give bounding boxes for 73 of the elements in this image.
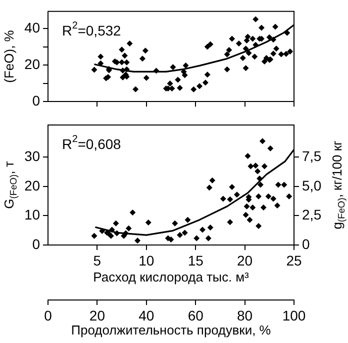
y-axis-title: (FeO), % (2, 30, 17, 83)
x2-tick-label: 0 (44, 307, 52, 324)
x2-tick-label: 60 (188, 307, 204, 324)
x-tick-label: 20 (237, 252, 253, 268)
point (246, 216, 253, 223)
y-tick-label: 10 (24, 206, 40, 223)
point (248, 163, 254, 170)
x-tick-label: 10 (138, 252, 154, 268)
point (256, 222, 262, 229)
point (256, 193, 262, 200)
y-tick-label: 40 (24, 20, 40, 36)
y2-tick-label: 7,5 (302, 148, 322, 164)
point (286, 193, 292, 200)
point (209, 177, 216, 184)
point (244, 153, 251, 160)
point (260, 138, 266, 144)
x-tick-label: 5 (93, 252, 102, 268)
y2-tick-label: 5,0 (302, 177, 322, 194)
point (227, 196, 234, 202)
x2-tick-label: 100 (282, 307, 306, 324)
y-tick-label: 20 (24, 177, 40, 194)
point (182, 230, 188, 236)
point (176, 232, 183, 238)
point (134, 238, 141, 244)
point (242, 212, 249, 218)
point (244, 203, 250, 210)
point (145, 219, 152, 226)
point (91, 232, 98, 239)
point (184, 216, 191, 223)
x2-tick-label: 40 (138, 307, 154, 324)
point (252, 162, 259, 169)
point (130, 210, 136, 216)
point (275, 182, 282, 188)
y-tick-label: 0 (32, 92, 40, 108)
point (250, 204, 256, 211)
x2-axis-title: Продолжительность продувки, % (71, 322, 272, 338)
y-axis-title: G(FeO), т (2, 161, 18, 209)
point (112, 220, 119, 226)
point (207, 224, 214, 230)
x-tick-label: 15 (188, 252, 204, 268)
point (258, 182, 264, 188)
point (270, 196, 276, 202)
x-tick-label: 25 (286, 252, 302, 268)
x2-tick-label: 80 (237, 307, 253, 324)
y-tick-label: 0 (32, 236, 40, 252)
point (227, 219, 234, 226)
point (99, 228, 106, 234)
point (194, 235, 200, 242)
point (260, 204, 266, 211)
y-tick-label: 20 (24, 56, 40, 72)
point (265, 193, 272, 200)
point (168, 236, 174, 242)
point (254, 168, 261, 174)
point (205, 235, 212, 242)
point (114, 230, 120, 236)
point (199, 226, 206, 233)
point (220, 196, 226, 202)
point (172, 220, 178, 226)
y2-tick-label: 2,5 (302, 206, 322, 223)
point (206, 184, 212, 191)
point (229, 184, 236, 190)
point (267, 145, 274, 152)
x2-tick-label: 20 (89, 307, 106, 324)
point (274, 202, 280, 208)
y2-axis-title: g(FeO), кг/100 кг (330, 140, 346, 230)
point (234, 192, 240, 198)
point (261, 163, 268, 170)
x-axis-title: Расход кислорода тыс. м³ (93, 270, 250, 285)
point (281, 182, 288, 188)
y-tick-label: 30 (24, 148, 40, 164)
y2-tick-label: 0 (302, 236, 310, 252)
point (108, 226, 115, 233)
point (126, 225, 132, 232)
